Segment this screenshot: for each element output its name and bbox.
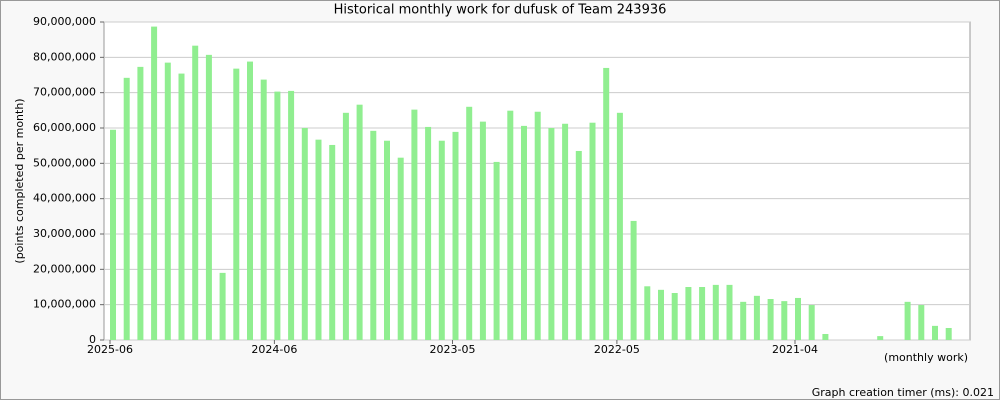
bar [384, 140, 390, 340]
x-tick-label: 2022-05 [594, 343, 640, 356]
bar [493, 161, 500, 340]
bar [521, 125, 527, 340]
y-tick-label: 40,000,000 [33, 192, 96, 205]
bar [370, 130, 377, 340]
bar [315, 139, 322, 340]
bar [507, 110, 514, 340]
bar [397, 157, 404, 340]
y-tick-label: 50,000,000 [33, 156, 96, 169]
bar [795, 297, 801, 340]
y-tick-label: 10,000,000 [33, 298, 96, 311]
x-tick-label: 2024-06 [251, 343, 297, 356]
x-tick-label: 2021-04 [772, 343, 818, 356]
bar [712, 284, 719, 340]
bar [219, 272, 226, 340]
bar [616, 112, 623, 340]
bar [589, 122, 596, 340]
bar [137, 66, 144, 340]
bar [630, 220, 637, 340]
bar [534, 111, 541, 340]
bar [466, 106, 473, 340]
y-tick-label: 20,000,000 [33, 262, 96, 275]
bar [877, 336, 884, 340]
bar [192, 45, 199, 340]
x-tick-label: 2025-06 [87, 343, 133, 356]
x-axis-label: (monthly work) [884, 351, 968, 364]
bar [151, 26, 158, 341]
bar [123, 77, 130, 341]
y-tick-label: 60,000,000 [33, 121, 96, 134]
bar [329, 144, 336, 340]
bar [685, 287, 692, 340]
bar [699, 287, 706, 340]
bar [644, 286, 651, 340]
chart-title: Historical monthly work for dufusk of Te… [334, 3, 667, 18]
y-axis-label: (points completed per month) [13, 98, 26, 263]
footer: Graph creation timer (ms): 0.021 [812, 386, 994, 399]
bar [110, 129, 116, 340]
bar [301, 128, 308, 340]
bar [904, 301, 911, 340]
bar [740, 301, 747, 340]
bar [356, 104, 363, 341]
y-tick-label: 70,000,000 [33, 86, 96, 99]
bar [767, 299, 774, 340]
bar [425, 126, 432, 340]
bar [205, 54, 212, 341]
bar [658, 289, 664, 340]
bar [342, 112, 349, 340]
bar [233, 68, 240, 340]
bar [438, 140, 445, 340]
bar [575, 150, 582, 340]
bar [945, 327, 952, 340]
y-tick-label: 90,000,000 [33, 15, 96, 28]
bar [781, 301, 788, 340]
bar [822, 333, 829, 340]
bar [411, 109, 418, 340]
bar [247, 61, 253, 340]
bar [548, 128, 555, 340]
bar [288, 90, 295, 341]
bar [671, 293, 678, 340]
bar [932, 325, 938, 340]
y-tick-label: 0 [89, 333, 96, 346]
bar [603, 67, 610, 340]
bar [178, 73, 185, 340]
x-tick-label: 2023-05 [430, 343, 476, 356]
bar [753, 295, 760, 340]
bar [918, 305, 925, 340]
bar [452, 131, 459, 340]
y-tick-label: 30,000,000 [33, 227, 96, 240]
y-tick-label: 80,000,000 [33, 50, 96, 63]
bar [164, 62, 171, 341]
bar [479, 121, 486, 340]
bar [562, 123, 569, 340]
bar [726, 284, 733, 340]
bar [808, 305, 815, 340]
bar [260, 79, 267, 341]
bar [274, 91, 281, 341]
